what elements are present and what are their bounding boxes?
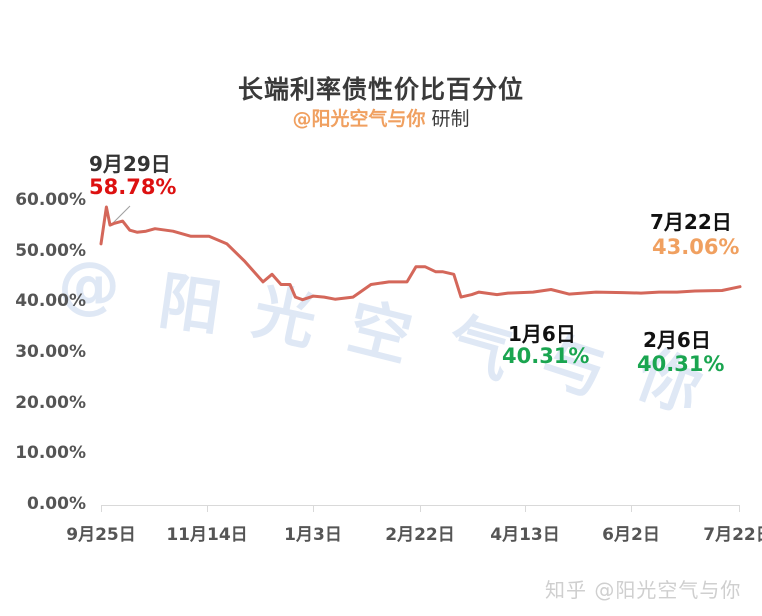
y-tick-label: 40.00% bbox=[15, 291, 86, 311]
annotation-date: 7月22日 bbox=[650, 210, 732, 234]
annotation-date: 2月6日 bbox=[643, 328, 711, 352]
x-tick-label: 4月13日 bbox=[490, 525, 560, 545]
x-tick-label: 7月22日 bbox=[703, 525, 762, 545]
annotation-value: 40.31% bbox=[637, 352, 725, 376]
chart-title: 长端利率债性价比百分位 bbox=[237, 75, 524, 104]
x-tick-label: 2月22日 bbox=[385, 525, 455, 545]
y-tick-label: 60.00% bbox=[15, 190, 86, 210]
y-tick-label: 0.00% bbox=[27, 494, 86, 514]
subtitle-suffix: 研制 bbox=[431, 108, 470, 130]
y-tick-label: 20.00% bbox=[15, 393, 86, 413]
annotation-value: 43.06% bbox=[652, 235, 740, 259]
x-tick-label: 9月25日 bbox=[66, 525, 136, 545]
annotation-value: 40.31% bbox=[502, 344, 590, 368]
x-tick-label: 1月3日 bbox=[284, 525, 342, 545]
annotation-date: 1月6日 bbox=[508, 322, 576, 346]
watermark: @ bbox=[58, 248, 120, 321]
x-tick-label: 11月14日 bbox=[166, 525, 248, 545]
x-axis bbox=[101, 505, 740, 512]
series-line bbox=[99, 205, 742, 302]
y-tick-label: 30.00% bbox=[15, 342, 86, 362]
x-tick-label: 6月2日 bbox=[602, 525, 660, 545]
author-name: @阳光空气与你 bbox=[292, 108, 426, 130]
chart-subtitle: @阳光空气与你 研制 bbox=[0, 104, 762, 131]
footer-credit: 知乎 @阳光空气与你 bbox=[545, 578, 742, 602]
annotation-date: 9月29日 bbox=[89, 152, 171, 176]
annotation-leader-line bbox=[111, 205, 131, 225]
annotation-value: 58.78% bbox=[89, 175, 177, 199]
y-tick-label: 50.00% bbox=[15, 241, 86, 261]
y-tick-label: 10.00% bbox=[15, 443, 86, 463]
